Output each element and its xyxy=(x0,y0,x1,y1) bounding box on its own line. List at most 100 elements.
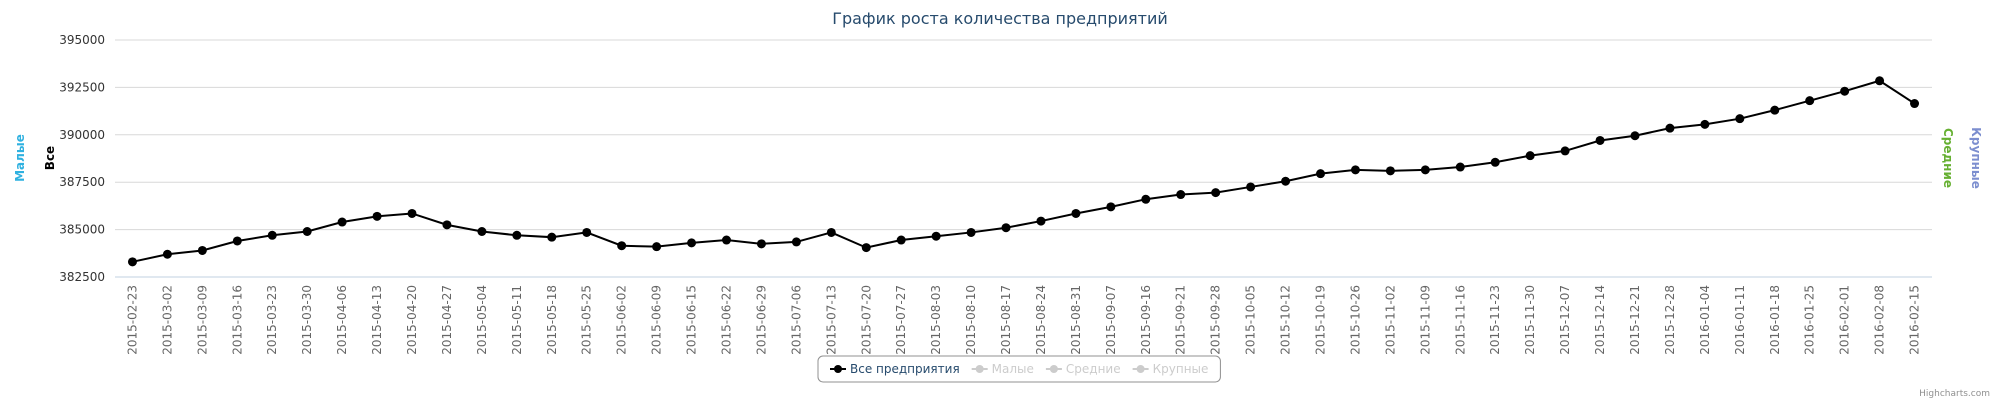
x-tick-label: 2015-04-20 xyxy=(405,285,419,355)
point xyxy=(1560,146,1570,156)
point xyxy=(1735,114,1745,124)
x-tick-label: 2015-07-27 xyxy=(894,285,908,355)
point xyxy=(1246,182,1256,192)
legend-label: Крупные xyxy=(1153,362,1209,376)
point xyxy=(1630,131,1640,141)
y-tick-label: 382500 xyxy=(59,270,105,284)
x-tick-label: 2015-02-23 xyxy=(125,285,139,355)
x-tick-label: 2015-09-28 xyxy=(1209,285,1223,355)
point xyxy=(687,238,697,248)
x-tick-label: 2015-08-31 xyxy=(1069,285,1083,355)
x-tick-label: 2015-06-29 xyxy=(754,285,768,355)
point xyxy=(1106,202,1116,212)
x-tick-label: 2015-05-18 xyxy=(545,285,559,355)
point xyxy=(547,232,557,242)
point xyxy=(162,249,172,259)
x-tick-label: 2016-01-25 xyxy=(1803,285,1817,355)
point xyxy=(1071,208,1081,218)
point xyxy=(756,239,766,249)
point xyxy=(197,245,207,255)
x-tick-label: 2016-01-04 xyxy=(1698,285,1712,355)
x-tick-label: 2015-06-09 xyxy=(650,285,664,355)
x-tick-label: 2016-02-01 xyxy=(1838,285,1852,355)
x-tick-label: 2016-02-08 xyxy=(1873,285,1887,355)
point xyxy=(1141,194,1151,204)
x-tick-label: 2015-06-15 xyxy=(685,285,699,355)
x-tick-label: 2015-11-30 xyxy=(1523,285,1537,355)
x-tick-label: 2015-10-19 xyxy=(1314,285,1328,355)
x-tick-label: 2015-12-14 xyxy=(1593,285,1607,355)
x-tick-label: 2015-03-02 xyxy=(160,285,174,355)
legend-symbol xyxy=(1049,365,1058,373)
legend-item[interactable]: Крупные xyxy=(1132,362,1209,376)
point xyxy=(1665,123,1675,133)
y2-axis-title: Средние xyxy=(1941,128,1955,188)
x-tick-label: 2015-06-22 xyxy=(719,285,733,355)
point xyxy=(1420,165,1430,175)
x-tick-label: 2015-09-21 xyxy=(1174,285,1188,355)
legend-item[interactable]: Малые xyxy=(971,362,1034,376)
point xyxy=(1595,135,1605,145)
point xyxy=(791,237,801,247)
x-tick-label: 2015-09-16 xyxy=(1139,285,1153,355)
point xyxy=(861,243,871,253)
point xyxy=(966,227,976,237)
x-tick-label: 2015-10-12 xyxy=(1279,285,1293,355)
x-tick-label: 2015-05-25 xyxy=(580,285,594,355)
legend-symbol xyxy=(975,365,984,373)
legend-label: Средние xyxy=(1066,362,1121,376)
y-axis-title: Все xyxy=(43,146,57,170)
x-tick-label: 2015-10-26 xyxy=(1348,285,1362,355)
point xyxy=(617,241,627,251)
x-tick-label: 2015-10-05 xyxy=(1244,285,1258,355)
x-tick-label: 2015-03-23 xyxy=(265,285,279,355)
point xyxy=(1525,151,1535,161)
point xyxy=(302,226,312,236)
chart-title: График роста количества предприятий xyxy=(832,9,1168,28)
point xyxy=(826,227,836,237)
point xyxy=(267,230,277,240)
point xyxy=(1316,169,1326,179)
x-tick-label: 2015-04-27 xyxy=(440,285,454,355)
x-tick-label: 2015-07-06 xyxy=(789,285,803,355)
legend-item[interactable]: Средние xyxy=(1045,362,1121,376)
point xyxy=(127,257,137,267)
legend-label: Все предприятия xyxy=(850,362,960,376)
series-line xyxy=(132,79,1916,263)
credits[interactable]: Highcharts.com xyxy=(1919,389,1990,399)
x-tick-label: 2015-08-03 xyxy=(929,285,943,355)
x-tick-label: 2015-06-02 xyxy=(615,285,629,355)
x-tick-label: 2015-12-07 xyxy=(1558,285,1572,355)
point xyxy=(1385,166,1395,176)
x-tick-label: 2015-05-04 xyxy=(475,285,489,355)
point xyxy=(1770,105,1780,115)
point xyxy=(1211,188,1221,198)
x-tick-label: 2015-07-20 xyxy=(859,285,873,355)
y2-axis-title: Крупные xyxy=(1969,127,1983,189)
x-tick-label: 2015-11-23 xyxy=(1488,285,1502,355)
x-tick-label: 2015-11-02 xyxy=(1383,285,1397,355)
point xyxy=(337,217,347,227)
x-tick-label: 2015-04-13 xyxy=(370,285,384,355)
x-tick-label: 2016-01-11 xyxy=(1733,285,1747,355)
point xyxy=(1875,76,1885,86)
y-tick-label: 395000 xyxy=(59,33,105,47)
y-tick-label: 387500 xyxy=(59,175,105,189)
legend-item[interactable]: Все предприятия xyxy=(830,362,960,376)
y-tick-label: 390000 xyxy=(59,128,105,142)
point xyxy=(652,242,662,252)
point xyxy=(1840,86,1850,96)
point xyxy=(407,208,417,218)
point xyxy=(931,231,941,241)
x-tick-label: 2016-01-18 xyxy=(1768,285,1782,355)
x-tick-label: 2015-08-10 xyxy=(964,285,978,355)
point xyxy=(1700,119,1710,129)
legend-symbol xyxy=(834,365,842,373)
point xyxy=(372,211,382,221)
point xyxy=(1805,96,1815,106)
point xyxy=(1490,157,1500,167)
point xyxy=(582,227,592,237)
x-tick-label: 2015-12-28 xyxy=(1663,285,1677,355)
x-tick-label: 2016-02-15 xyxy=(1908,285,1922,355)
x-tick-label: 2015-03-16 xyxy=(230,285,244,355)
